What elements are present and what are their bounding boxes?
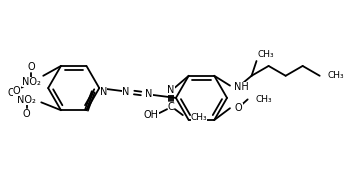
Text: O: O xyxy=(235,103,243,113)
Text: CH₃: CH₃ xyxy=(191,112,207,122)
Text: CH₃: CH₃ xyxy=(257,50,274,59)
Text: N: N xyxy=(145,90,153,100)
Text: NH: NH xyxy=(234,82,249,92)
Text: OH: OH xyxy=(144,110,159,120)
Text: C: C xyxy=(167,102,174,112)
Text: CH₃: CH₃ xyxy=(328,71,344,80)
Text: N: N xyxy=(122,87,130,97)
Text: O: O xyxy=(13,85,20,95)
Text: NO₂: NO₂ xyxy=(22,77,41,87)
Text: CH₃: CH₃ xyxy=(255,95,272,104)
Text: N: N xyxy=(167,85,175,95)
Text: N: N xyxy=(100,87,108,97)
Text: O: O xyxy=(28,62,35,72)
Text: O: O xyxy=(8,88,16,97)
Text: O: O xyxy=(23,109,30,119)
Text: NO₂: NO₂ xyxy=(17,95,36,105)
